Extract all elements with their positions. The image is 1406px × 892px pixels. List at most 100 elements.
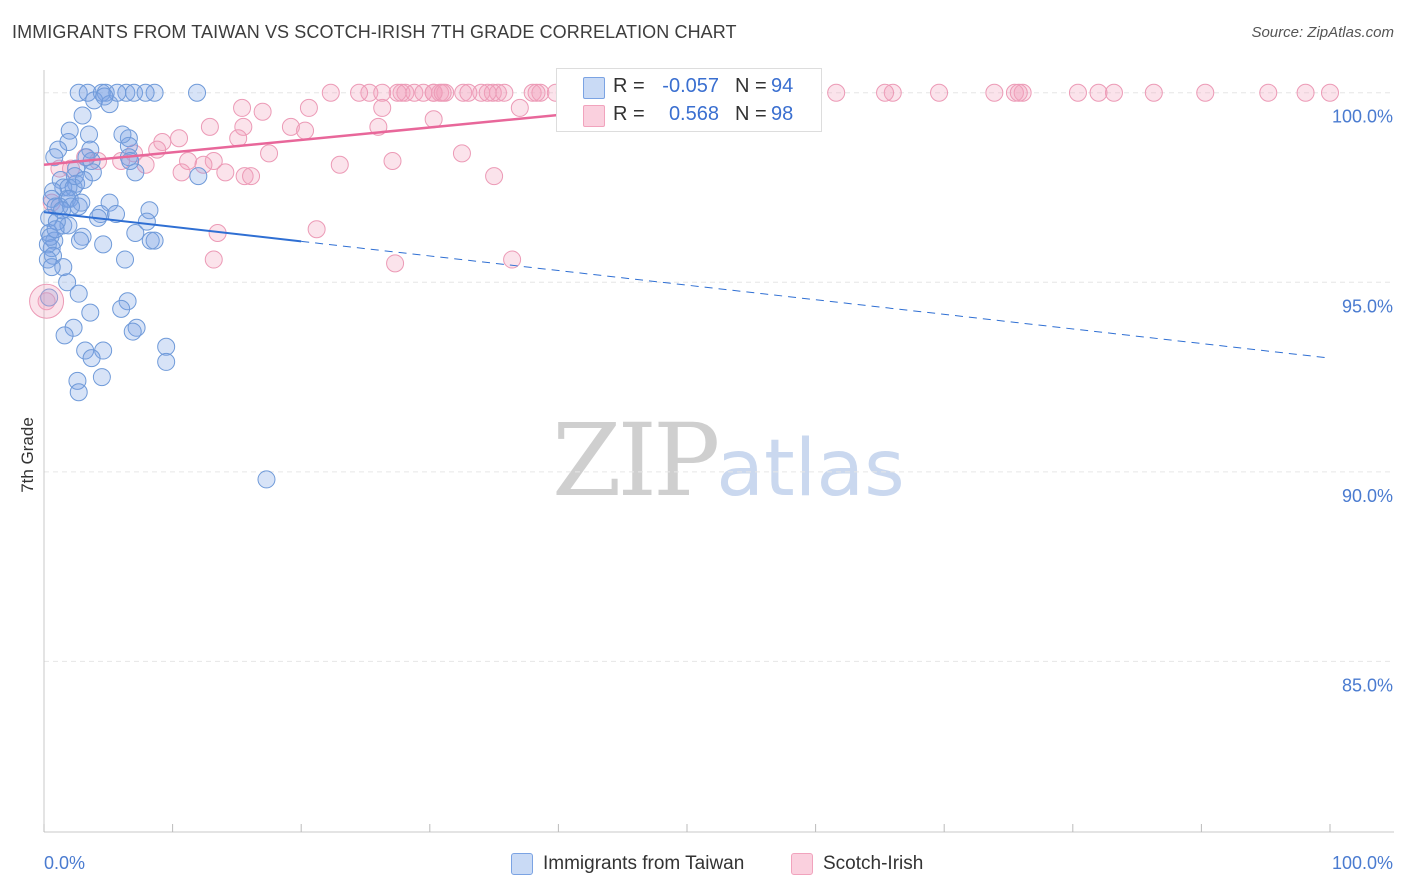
point-scotch: [985, 83, 1004, 102]
point-scotch: [1196, 83, 1215, 102]
point-taiwan: [118, 292, 137, 311]
point-scotch: [527, 83, 546, 102]
point-taiwan: [81, 303, 100, 322]
point-scotch: [827, 83, 846, 102]
legend-swatch-taiwan: [583, 77, 605, 99]
source-credit: Source: ZipAtlas.com: [1251, 24, 1394, 41]
n-label: N =: [735, 75, 767, 97]
point-taiwan: [137, 212, 156, 231]
point-scotch: [233, 98, 252, 117]
point-taiwan: [188, 83, 207, 102]
point-taiwan: [40, 288, 59, 307]
point-taiwan: [95, 87, 114, 106]
point-scotch: [172, 163, 191, 182]
point-scotch: [281, 117, 300, 136]
point-taiwan: [76, 341, 95, 360]
point-taiwan: [136, 83, 155, 102]
point-scotch: [234, 117, 253, 136]
point-taiwan: [157, 352, 176, 371]
point-scotch: [1009, 83, 1028, 102]
point-taiwan: [83, 163, 102, 182]
point-scotch: [383, 151, 402, 170]
point-taiwan: [42, 258, 61, 277]
point-taiwan: [64, 318, 83, 337]
point-scotch: [478, 83, 497, 102]
point-taiwan: [126, 224, 145, 243]
point-taiwan: [59, 133, 78, 152]
r-label: R =: [613, 103, 645, 125]
n-value: 94: [771, 75, 794, 97]
point-scotch: [1089, 83, 1108, 102]
point-scotch: [1321, 83, 1339, 102]
point-scotch: [1005, 83, 1024, 102]
point-scotch: [396, 83, 415, 102]
point-scotch: [204, 250, 223, 269]
point-scotch: [321, 83, 340, 102]
point-taiwan: [78, 83, 97, 102]
r-value: 0.568: [668, 103, 719, 125]
x-tick-label: 0.0%: [44, 853, 85, 873]
point-taiwan: [69, 383, 88, 402]
point-scotch: [373, 83, 392, 102]
point-scotch: [930, 83, 949, 102]
point-scotch: [485, 167, 504, 186]
point-taiwan: [59, 178, 78, 197]
point-scotch: [1013, 83, 1032, 102]
tick-labels: 100.0% 95.0% 90.0% 85.0% 0.0% 100.0%: [44, 107, 1393, 873]
legend-swatch-taiwan: [511, 853, 533, 875]
point-scotch: [503, 250, 522, 269]
legend-label-taiwan: Immigrants from Taiwan: [543, 853, 745, 874]
point-taiwan: [94, 235, 113, 254]
x-tick-label: 100.0%: [1332, 853, 1393, 873]
point-taiwan: [145, 231, 164, 250]
point-scotch: [424, 83, 443, 102]
watermark-zip: ZIP: [552, 402, 720, 519]
point-scotch: [194, 155, 213, 174]
point-scotch: [876, 83, 895, 102]
data-points: [29, 83, 1339, 489]
point-taiwan: [113, 125, 132, 144]
point-scotch: [1296, 83, 1315, 102]
point-scotch: [360, 83, 379, 102]
y-tick-label: 95.0%: [1342, 296, 1393, 316]
point-scotch: [1259, 83, 1278, 102]
point-scotch: [136, 155, 155, 174]
point-scotch: [454, 83, 473, 102]
point-taiwan: [69, 284, 88, 303]
point-scotch: [179, 151, 198, 170]
point-scotch: [204, 151, 223, 170]
y-tick-label: 85.0%: [1342, 675, 1393, 695]
point-scotch: [495, 83, 514, 102]
y-tick-label: 90.0%: [1342, 486, 1393, 506]
point-taiwan: [77, 148, 96, 167]
point-scotch: [433, 83, 452, 102]
series-legend: Immigrants from Taiwan Scotch-Irish: [0, 852, 1406, 878]
point-taiwan: [58, 273, 77, 292]
point-scotch: [510, 98, 529, 117]
point-taiwan: [60, 121, 79, 140]
point-scotch: [235, 167, 254, 186]
point-taiwan: [82, 349, 101, 368]
point-scotch: [299, 98, 318, 117]
point-taiwan: [107, 205, 126, 224]
point-scotch: [216, 163, 235, 182]
stats-row-taiwan: R = -0.057 N = 94: [557, 73, 821, 101]
point-taiwan: [72, 193, 91, 212]
point-scotch: [1144, 83, 1163, 102]
point-scotch: [330, 155, 349, 174]
point-taiwan: [257, 470, 276, 489]
point-taiwan: [55, 326, 74, 345]
point-taiwan: [44, 182, 63, 201]
point-scotch: [29, 283, 65, 319]
point-scotch: [883, 83, 902, 102]
watermark: ZIPatlas: [552, 402, 905, 519]
point-scotch: [388, 83, 407, 102]
point-scotch: [296, 121, 315, 140]
point-scotch: [531, 83, 550, 102]
point-taiwan: [92, 368, 111, 387]
point-taiwan: [54, 178, 73, 197]
point-taiwan: [80, 125, 99, 144]
point-taiwan: [116, 250, 135, 269]
point-scotch: [1068, 83, 1087, 102]
